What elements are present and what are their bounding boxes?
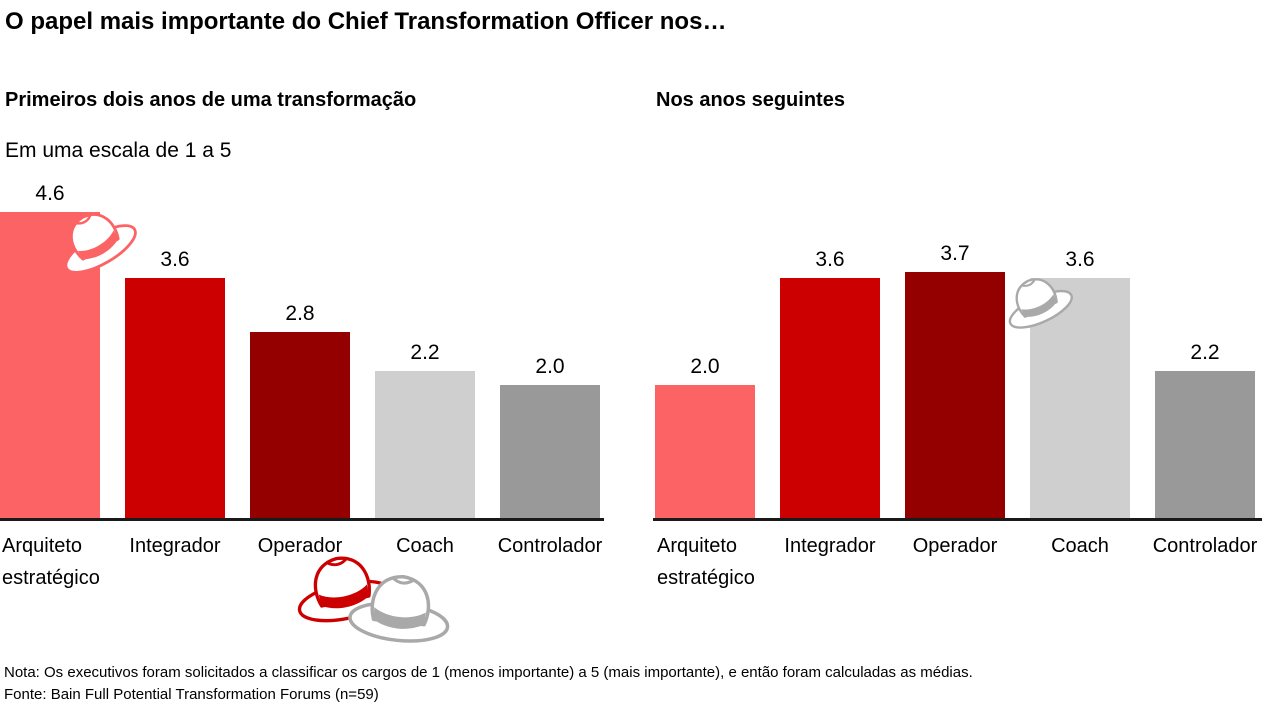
bar-2: [250, 332, 350, 518]
source-text: Fonte: Bain Full Potential Transformatio…: [4, 686, 379, 703]
bar-category-label: Controlador: [1152, 535, 1258, 557]
page-title: O papel mais importante do Chief Transfo…: [5, 8, 727, 35]
bar-category-label: Operador: [257, 535, 343, 557]
scale-note: Em uma escala de 1 a 5: [5, 139, 232, 162]
bar-value-label: 3.6: [1065, 248, 1095, 271]
bar-4: [500, 385, 600, 518]
x-axis-line: [653, 518, 1262, 521]
bar-value-label: 2.2: [410, 341, 440, 364]
chart-title-first-two-years: Primeiros dois anos de uma transformação: [5, 89, 417, 111]
bar-value-label: 2.8: [285, 302, 315, 325]
bar-2: [905, 272, 1005, 518]
bar-category-label: Coach: [1051, 535, 1109, 557]
bar-0: [655, 385, 755, 518]
bar-value-label: 2.0: [535, 355, 565, 378]
bar-category-label: Arquiteto estratégico: [657, 535, 755, 589]
bar-chart-first-two-years: 4.6 Arquiteto estratégico 3.6 Integrador 2.8…: [0, 170, 604, 589]
bar-chart-following-years: 2.0 Arquiteto estratégico 3.6 Integrador 3.7…: [653, 170, 1262, 589]
bar-4: [1155, 371, 1255, 518]
bar-value-label: 3.6: [160, 248, 190, 271]
bar-value-label: 2.2: [1190, 341, 1220, 364]
bar-value-label: 4.6: [35, 182, 65, 205]
x-axis-line: [0, 518, 604, 521]
bar-value-label: 3.6: [815, 248, 845, 271]
chart-title-following-years: Nos anos seguintes: [656, 89, 845, 111]
bar-1: [780, 278, 880, 518]
bar-category-label: Controlador: [497, 535, 603, 557]
bar-1: [125, 278, 225, 518]
bar-3: [375, 371, 475, 518]
note-text: Nota: Os executivos foram solicitados a …: [4, 664, 973, 681]
bar-category-label: Arquiteto estratégico: [2, 535, 100, 589]
fedora-hat-icon: [344, 561, 457, 651]
bar-category-label: Integrador: [784, 535, 876, 557]
bar-category-label: Integrador: [129, 535, 221, 557]
bar-category-label: Coach: [396, 535, 454, 557]
bar-category-label: Operador: [912, 535, 998, 557]
bar-value-label: 2.0: [690, 355, 720, 378]
bar-value-label: 3.7: [940, 242, 970, 265]
